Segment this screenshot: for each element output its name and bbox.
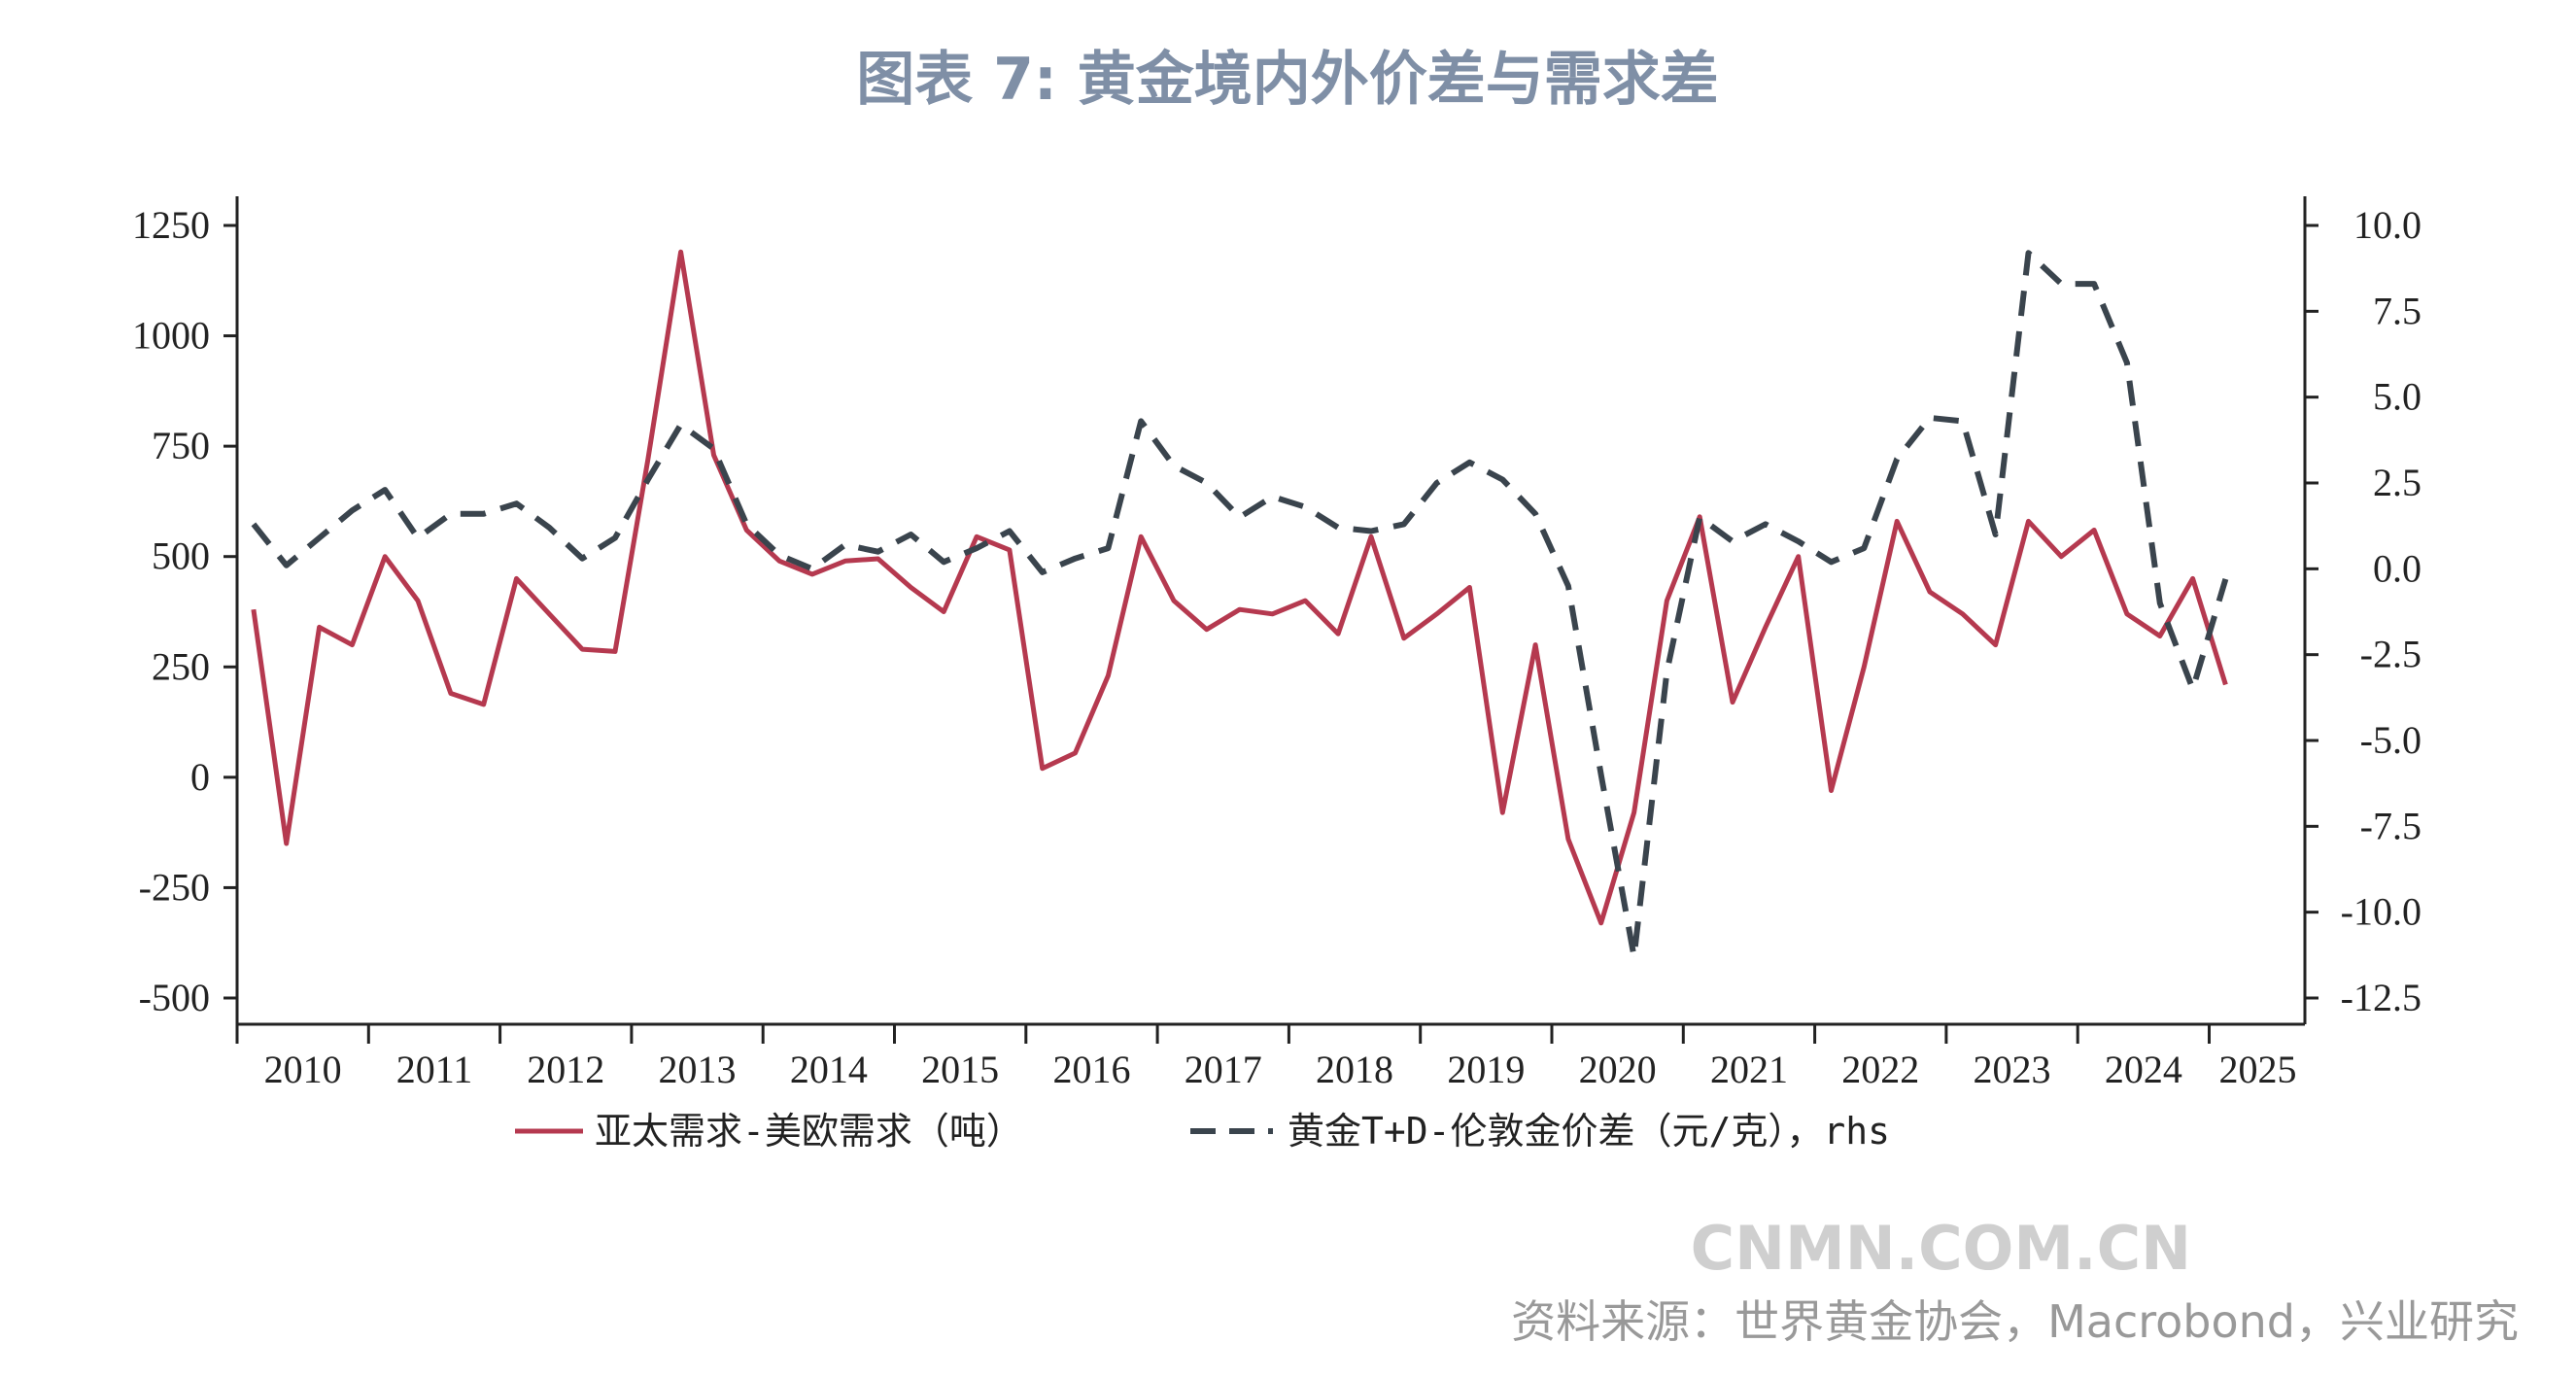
x-tick-label: 2011 (396, 1048, 473, 1091)
left-tick-label: -500 (139, 976, 210, 1019)
right-tick-label: -10.0 (2341, 890, 2421, 934)
right-tick-label: -12.5 (2341, 976, 2421, 1019)
x-tick-label: 2024 (2105, 1048, 2182, 1091)
right-tick-label: -7.5 (2360, 804, 2421, 847)
x-tick-label: 2016 (1052, 1048, 1130, 1091)
left-tick-label: 500 (152, 534, 210, 578)
right-tick-label: 5.0 (2373, 375, 2421, 419)
left-tick-label: 1000 (132, 314, 210, 358)
left-tick-label: 750 (152, 424, 210, 467)
x-tick-label: 2017 (1185, 1048, 1262, 1091)
right-tick-label: -5.0 (2360, 718, 2421, 762)
series-lines (251, 249, 2229, 960)
x-tick-label: 2013 (659, 1048, 737, 1091)
right-tick-label: 0.0 (2373, 546, 2421, 590)
x-tick-label: 2020 (1579, 1048, 1657, 1091)
x-tick-label: 2018 (1316, 1048, 1393, 1091)
left-tick-label: 250 (152, 644, 210, 688)
right-tick-label: 7.5 (2373, 289, 2421, 332)
x-tick-label: 2025 (2219, 1048, 2297, 1091)
left-tick-label: 1250 (132, 203, 210, 247)
legend-label-spread: 黄金T+D-伦敦金价差（元/克），rhs (1288, 1110, 1890, 1153)
x-tick-label: 2010 (264, 1048, 342, 1091)
watermark: CNMN.COM.CN (1691, 1213, 2191, 1284)
x-tick-label: 2015 (921, 1048, 999, 1091)
x-tick-label: 2019 (1447, 1048, 1525, 1091)
source-note: 资料来源：世界黄金协会，Macrobond，兴业研究 (1511, 1295, 2519, 1348)
x-tick-label: 2023 (1974, 1048, 2051, 1091)
right-tick-label: 2.5 (2373, 461, 2421, 504)
x-tick-label: 2022 (1841, 1048, 1919, 1091)
x-tick-label: 2021 (1710, 1048, 1788, 1091)
right-tick-label: -2.5 (2360, 633, 2421, 676)
left-tick-label: 0 (190, 755, 210, 799)
left-tick-label: -250 (139, 865, 210, 909)
right-tick-label: 10.0 (2353, 203, 2421, 247)
x-tick-label: 2012 (527, 1048, 604, 1091)
chart-title: 图表 7: 黄金境内外价差与需求差 (856, 46, 1719, 114)
x-tick-label: 2014 (790, 1048, 868, 1091)
series-line-0 (251, 249, 2228, 926)
legend-label-demand: 亚太需求-美欧需求（吨） (595, 1110, 1023, 1153)
series-line-1 (251, 250, 2229, 960)
legend: 亚太需求-美欧需求（吨） 黄金T+D-伦敦金价差（元/克），rhs (515, 1110, 1890, 1153)
axes: 1250 1000 750 500 250 0 -250 -500 10.0 7.5 5.0 2.5 0… (132, 196, 2421, 1091)
